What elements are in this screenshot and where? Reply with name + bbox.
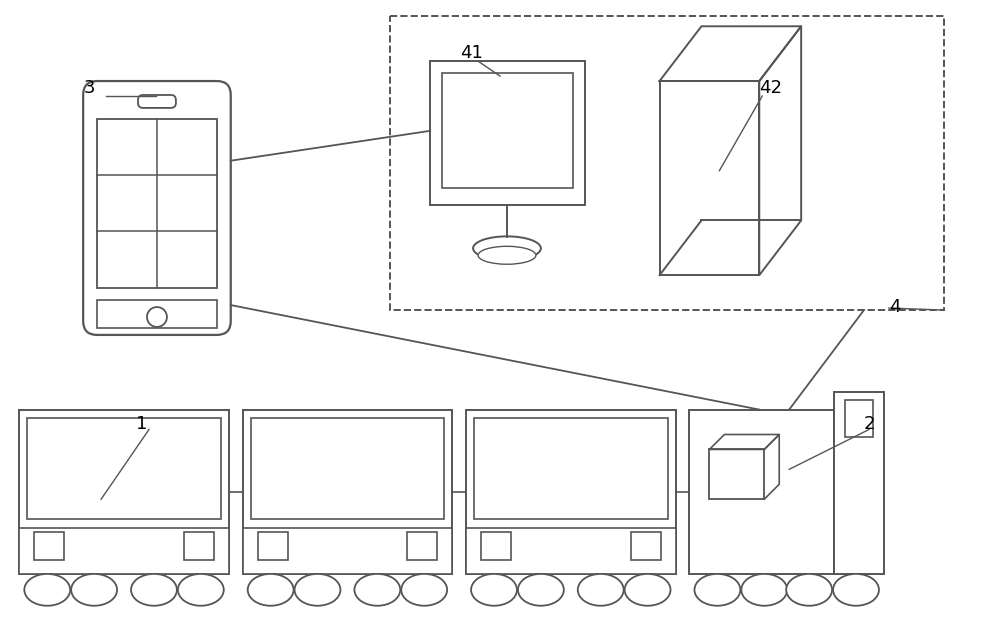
- Bar: [834, 392, 884, 574]
- Bar: [474, 418, 668, 519]
- Ellipse shape: [473, 236, 541, 261]
- Ellipse shape: [147, 307, 167, 327]
- Bar: [243, 410, 452, 574]
- Bar: [19, 528, 229, 574]
- Ellipse shape: [478, 247, 536, 264]
- Ellipse shape: [24, 574, 70, 606]
- Text: 1: 1: [136, 415, 147, 433]
- Text: 2: 2: [864, 415, 875, 433]
- Bar: [251, 418, 444, 519]
- Ellipse shape: [401, 574, 447, 606]
- Ellipse shape: [295, 574, 340, 606]
- Ellipse shape: [625, 574, 671, 606]
- Text: 42: 42: [759, 79, 782, 97]
- FancyBboxPatch shape: [138, 95, 176, 108]
- Bar: [430, 61, 585, 206]
- Bar: [466, 528, 676, 574]
- Ellipse shape: [71, 574, 117, 606]
- Bar: [407, 532, 437, 560]
- Ellipse shape: [694, 574, 740, 606]
- Bar: [660, 81, 759, 275]
- Ellipse shape: [741, 574, 787, 606]
- Bar: [34, 532, 64, 560]
- Bar: [243, 528, 452, 574]
- Text: 3: 3: [84, 79, 96, 97]
- Bar: [709, 450, 764, 499]
- Bar: [481, 532, 511, 560]
- Ellipse shape: [578, 574, 624, 606]
- Text: 4: 4: [889, 298, 900, 316]
- Bar: [27, 418, 221, 519]
- Bar: [97, 119, 217, 288]
- Bar: [689, 410, 834, 574]
- Bar: [845, 399, 873, 438]
- Bar: [258, 532, 288, 560]
- Bar: [466, 410, 676, 574]
- FancyBboxPatch shape: [83, 81, 231, 335]
- Ellipse shape: [248, 574, 294, 606]
- Bar: [19, 410, 229, 574]
- Ellipse shape: [131, 574, 177, 606]
- Bar: [631, 532, 661, 560]
- Ellipse shape: [786, 574, 832, 606]
- Ellipse shape: [833, 574, 879, 606]
- Text: 41: 41: [460, 44, 483, 62]
- Bar: [97, 300, 217, 328]
- Bar: [390, 17, 944, 310]
- Ellipse shape: [354, 574, 400, 606]
- Bar: [184, 532, 214, 560]
- Ellipse shape: [178, 574, 224, 606]
- Bar: [442, 73, 573, 187]
- Ellipse shape: [471, 574, 517, 606]
- Ellipse shape: [518, 574, 564, 606]
